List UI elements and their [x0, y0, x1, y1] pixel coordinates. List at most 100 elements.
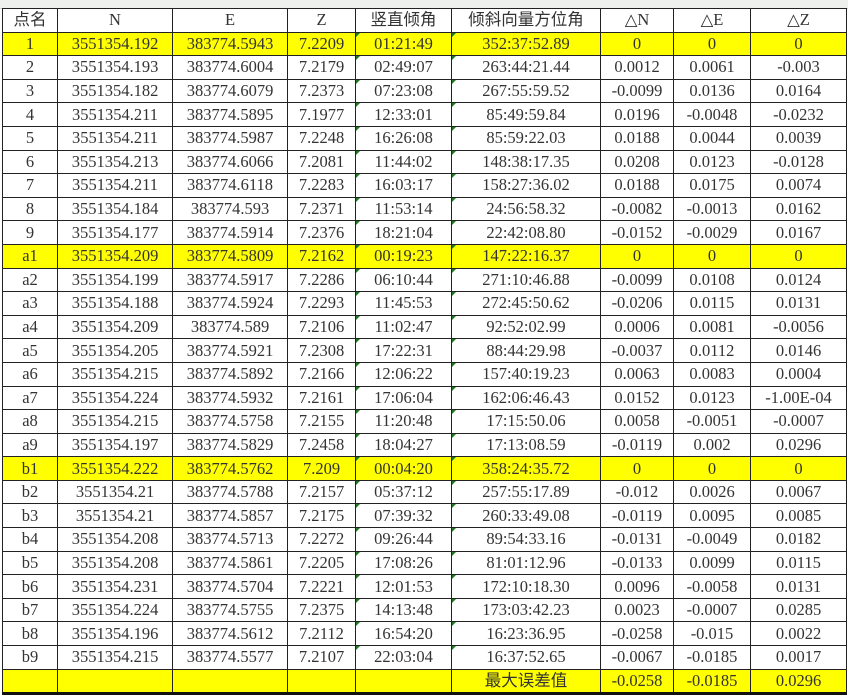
- cell-tilt-azimuth[interactable]: 17:15:50.06: [451, 409, 601, 434]
- header-e[interactable]: E: [172, 8, 288, 33]
- cell-n[interactable]: 3551354.211: [57, 125, 173, 151]
- cell-vertical-angle[interactable]: 00:19:23: [355, 243, 452, 269]
- cell-delta-n[interactable]: 0.0188: [600, 125, 674, 151]
- cell-vertical-angle[interactable]: 07:23:08: [355, 78, 452, 104]
- cell-z[interactable]: 7.2248: [287, 125, 356, 151]
- cell-n[interactable]: 3551354.215: [57, 409, 173, 434]
- cell-e[interactable]: 383774.5917: [172, 267, 288, 293]
- cell-z[interactable]: 7.209: [287, 456, 356, 481]
- cell-vertical-angle[interactable]: 07:39:32: [355, 503, 452, 529]
- cell-tilt-azimuth[interactable]: 85:49:59.84: [451, 102, 601, 127]
- cell-vertical-angle[interactable]: 12:01:53: [355, 574, 452, 599]
- cell-z[interactable]: 7.2162: [287, 243, 356, 269]
- cell-vertical-angle[interactable]: 22:03:04: [355, 645, 452, 670]
- cell-delta-z[interactable]: 0.0131: [750, 574, 847, 599]
- cell-delta-n[interactable]: 0: [600, 243, 674, 269]
- cell-delta-n[interactable]: -0.0119: [600, 432, 674, 458]
- cell-n[interactable]: 3551354.213: [57, 149, 173, 175]
- cell-point-name[interactable]: b4: [2, 527, 58, 552]
- cell-delta-n[interactable]: 0.0058: [600, 409, 674, 434]
- cell-point-name[interactable]: 3: [2, 78, 58, 104]
- cell-point-name[interactable]: a7: [2, 385, 58, 411]
- cell-point-name[interactable]: 7: [2, 173, 58, 198]
- empty-cell[interactable]: [172, 668, 288, 696]
- cell-delta-e[interactable]: 0.0044: [673, 125, 751, 151]
- cell-delta-z[interactable]: 0.0039: [750, 125, 847, 151]
- cell-delta-n[interactable]: 0.0063: [600, 361, 674, 387]
- cell-n[interactable]: 3551354.196: [57, 621, 173, 647]
- cell-point-name[interactable]: a6: [2, 361, 58, 387]
- cell-vertical-angle[interactable]: 11:45:53: [355, 291, 452, 316]
- cell-delta-z[interactable]: 0.0296: [750, 432, 847, 458]
- cell-delta-e[interactable]: -0.0049: [673, 527, 751, 552]
- cell-z[interactable]: 7.2106: [287, 314, 356, 340]
- cell-delta-z[interactable]: 0.0022: [750, 621, 847, 647]
- cell-tilt-azimuth[interactable]: 24:56:58.32: [451, 196, 601, 222]
- cell-vertical-angle[interactable]: 16:03:17: [355, 173, 452, 198]
- cell-vertical-angle[interactable]: 11:20:48: [355, 409, 452, 434]
- cell-tilt-azimuth[interactable]: 162:06:46.43: [451, 385, 601, 411]
- cell-delta-e[interactable]: -0.0007: [673, 597, 751, 623]
- cell-e[interactable]: 383774.5895: [172, 102, 288, 127]
- cell-delta-n[interactable]: -0.0119: [600, 503, 674, 529]
- cell-delta-e[interactable]: 0.0112: [673, 338, 751, 363]
- cell-tilt-azimuth[interactable]: 88:44:29.98: [451, 338, 601, 363]
- cell-n[interactable]: 3551354.208: [57, 527, 173, 552]
- cell-e[interactable]: 383774.5577: [172, 645, 288, 670]
- max-error-de[interactable]: -0.0185: [673, 668, 751, 696]
- cell-vertical-angle[interactable]: 11:53:14: [355, 196, 452, 222]
- cell-delta-n[interactable]: 0.0006: [600, 314, 674, 340]
- cell-delta-n[interactable]: 0.0012: [600, 55, 674, 80]
- cell-tilt-azimuth[interactable]: 85:59:22.03: [451, 125, 601, 151]
- cell-z[interactable]: 7.2371: [287, 196, 356, 222]
- cell-delta-z[interactable]: 0.0285: [750, 597, 847, 623]
- cell-z[interactable]: 7.2293: [287, 291, 356, 316]
- cell-vertical-angle[interactable]: 06:10:44: [355, 267, 452, 293]
- cell-delta-z[interactable]: 0.0167: [750, 220, 847, 245]
- cell-tilt-azimuth[interactable]: 358:24:35.72: [451, 456, 601, 481]
- header-delta-e[interactable]: △E: [673, 8, 751, 33]
- header-delta-z[interactable]: △Z: [750, 8, 847, 33]
- cell-n[interactable]: 3551354.209: [57, 243, 173, 269]
- cell-delta-n[interactable]: -0.0099: [600, 78, 674, 104]
- header-point-name[interactable]: 点名: [2, 8, 58, 33]
- cell-e[interactable]: 383774.5704: [172, 574, 288, 599]
- cell-e[interactable]: 383774.5914: [172, 220, 288, 245]
- cell-tilt-azimuth[interactable]: 263:44:21.44: [451, 55, 601, 80]
- cell-point-name[interactable]: a1: [2, 243, 58, 269]
- cell-vertical-angle[interactable]: 05:37:12: [355, 479, 452, 505]
- cell-vertical-angle[interactable]: 12:33:01: [355, 102, 452, 127]
- cell-n[interactable]: 3551354.21: [57, 503, 173, 529]
- cell-delta-z[interactable]: 0.0004: [750, 361, 847, 387]
- cell-delta-n[interactable]: -0.012: [600, 479, 674, 505]
- cell-delta-e[interactable]: 0.0081: [673, 314, 751, 340]
- cell-delta-e[interactable]: 0.0083: [673, 361, 751, 387]
- cell-delta-e[interactable]: -0.015: [673, 621, 751, 647]
- cell-delta-z[interactable]: 0.0182: [750, 527, 847, 552]
- cell-z[interactable]: 7.2375: [287, 597, 356, 623]
- cell-delta-n[interactable]: 0.0152: [600, 385, 674, 411]
- cell-n[interactable]: 3551354.21: [57, 479, 173, 505]
- cell-point-name[interactable]: 1: [2, 31, 58, 57]
- cell-z[interactable]: 7.2308: [287, 338, 356, 363]
- cell-tilt-azimuth[interactable]: 257:55:17.89: [451, 479, 601, 505]
- cell-tilt-azimuth[interactable]: 16:23:36.95: [451, 621, 601, 647]
- cell-delta-z[interactable]: 0.0115: [750, 550, 847, 576]
- cell-e[interactable]: 383774.5809: [172, 243, 288, 269]
- cell-n[interactable]: 3551354.208: [57, 550, 173, 576]
- cell-e[interactable]: 383774.5943: [172, 31, 288, 57]
- empty-cell[interactable]: [355, 668, 452, 696]
- cell-z[interactable]: 7.2209: [287, 31, 356, 57]
- cell-vertical-angle[interactable]: 11:02:47: [355, 314, 452, 340]
- cell-delta-e[interactable]: 0.0026: [673, 479, 751, 505]
- cell-e[interactable]: 383774.5924: [172, 291, 288, 316]
- cell-n[interactable]: 3551354.182: [57, 78, 173, 104]
- header-n[interactable]: N: [57, 8, 173, 33]
- cell-delta-e[interactable]: 0.0061: [673, 55, 751, 80]
- cell-n[interactable]: 3551354.205: [57, 338, 173, 363]
- cell-delta-e[interactable]: 0.0095: [673, 503, 751, 529]
- cell-delta-e[interactable]: 0.0123: [673, 149, 751, 175]
- header-delta-n[interactable]: △N: [600, 8, 674, 33]
- cell-e[interactable]: 383774.5829: [172, 432, 288, 458]
- cell-delta-n[interactable]: -0.0099: [600, 267, 674, 293]
